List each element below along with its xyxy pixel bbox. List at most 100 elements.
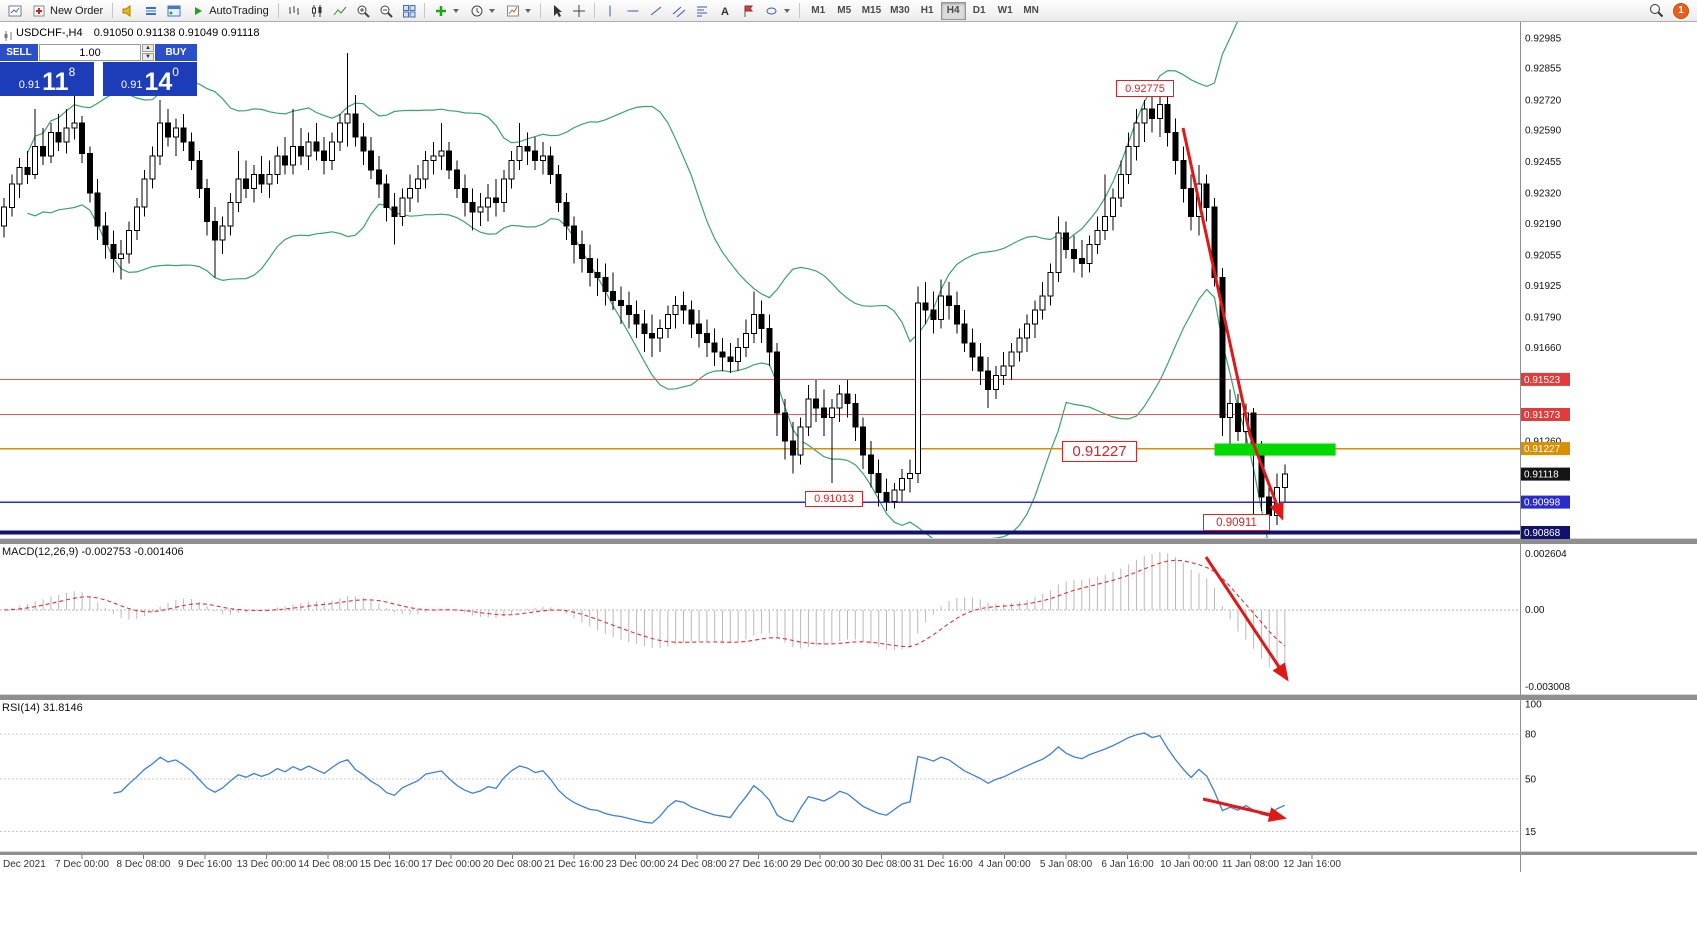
candle-body	[1203, 183, 1210, 208]
candle-body	[485, 197, 492, 208]
alerts-button[interactable]	[117, 1, 139, 21]
price-annotation[interactable]: 0.91227	[1062, 441, 1137, 462]
trendline-button[interactable]	[645, 1, 667, 21]
candlestick-chart-button[interactable]	[306, 1, 328, 21]
candle-body	[727, 356, 734, 362]
candle-body	[1156, 103, 1163, 119]
sell-price-display[interactable]: 0.91 11 8	[0, 62, 94, 96]
shapes-button[interactable]	[760, 1, 795, 21]
main-chart-pane[interactable]	[0, 0, 1520, 598]
buy-price-display[interactable]: 0.91 14 0	[103, 62, 197, 96]
candle-body	[133, 206, 140, 232]
fibonacci-button[interactable]	[691, 1, 713, 21]
candle-body	[821, 407, 827, 419]
candle-body	[930, 309, 937, 320]
new-order-button[interactable]: New Order	[27, 1, 108, 21]
candle-body	[774, 351, 781, 414]
zoom-out-button[interactable]	[375, 1, 397, 21]
volume-down-button[interactable]: ▼	[142, 53, 154, 61]
chart-window-icon	[4, 1, 26, 21]
vertical-line-button[interactable]	[599, 1, 621, 21]
depth-of-market-button[interactable]	[140, 1, 162, 21]
trend-arrow[interactable]	[1202, 797, 1287, 822]
timeframe-button-MN[interactable]: MN	[1019, 2, 1044, 20]
candle-body	[250, 174, 257, 189]
autotrading-button[interactable]: AutoTrading	[186, 1, 274, 21]
candle-body	[438, 150, 445, 157]
timeframe-button-M30[interactable]: M30	[886, 2, 913, 20]
candle-body	[664, 314, 671, 330]
label-tool-button[interactable]	[737, 1, 759, 21]
new-order-icon	[33, 5, 45, 16]
chevron-down-icon	[488, 8, 495, 13]
price-annotation[interactable]: 0.92775	[1116, 80, 1174, 97]
tile-windows-button[interactable]	[398, 1, 420, 21]
notification-badge[interactable]: 1	[1673, 2, 1689, 19]
candle-body	[860, 426, 867, 456]
rsi-axis-label: 50	[1525, 775, 1537, 786]
candle-body	[946, 295, 952, 306]
zoom-in-button[interactable]	[352, 1, 374, 21]
crosshair-icon	[572, 4, 585, 17]
candle-body	[305, 141, 312, 157]
text-tool-button[interactable]: A	[714, 1, 736, 21]
candle-body	[40, 146, 46, 157]
indicators-button[interactable]	[429, 1, 464, 21]
timeframe-button-W1[interactable]: W1	[993, 2, 1018, 20]
candle-body	[282, 155, 289, 166]
price-axis-label: 0.92055	[1525, 251, 1562, 262]
timeframe-button-M15[interactable]: M15	[858, 2, 885, 20]
candle-body	[1235, 403, 1241, 432]
cursor-icon	[553, 4, 562, 17]
channel-button[interactable]	[668, 1, 690, 21]
buy-button[interactable]: BUY	[155, 44, 197, 61]
chart-title: USDCHF-,H4 0.91050 0.91138 0.91049 0.911…	[16, 27, 259, 39]
horizontal-line-button[interactable]	[622, 1, 644, 21]
autotrading-play-icon	[195, 6, 203, 15]
timeframe-button-H4[interactable]: H4	[940, 1, 966, 20]
search-icon	[1649, 4, 1663, 18]
timeframe-button-M1[interactable]: M1	[806, 2, 831, 20]
candle-body	[813, 398, 820, 409]
sell-price-big-digits: 11	[42, 68, 69, 96]
time-axis-label: 8 Dec 08:00	[117, 859, 171, 870]
pane-divider[interactable]	[0, 694, 1697, 700]
timeframe-button-H1[interactable]: H1	[915, 2, 940, 20]
depth-of-market-icon	[146, 6, 157, 15]
price-annotation[interactable]: 0.90911	[1203, 514, 1270, 531]
candle-body	[290, 146, 296, 166]
candle-body	[719, 351, 726, 358]
candle-body	[149, 155, 156, 180]
timeframe-button-M5[interactable]: M5	[832, 2, 857, 20]
price-annotation[interactable]: 0.91013	[805, 491, 863, 507]
terminal-button[interactable]	[163, 1, 185, 21]
candle-body	[555, 174, 562, 203]
sell-button[interactable]: SELL	[0, 44, 38, 61]
pane-divider[interactable]	[0, 851, 1697, 855]
volume-input[interactable]	[39, 44, 141, 61]
trend-arrow[interactable]	[1204, 556, 1289, 682]
candle-body	[1, 206, 7, 227]
candle-body	[204, 188, 211, 222]
candle-body	[1102, 216, 1109, 232]
green-rectangle-object[interactable]	[1214, 443, 1336, 456]
pane-divider[interactable]	[0, 538, 1697, 544]
search-button[interactable]	[1645, 1, 1667, 21]
line-chart-button[interactable]	[329, 1, 351, 21]
price-axis-label: 0.92590	[1525, 126, 1562, 137]
trend-arrow[interactable]	[1181, 127, 1284, 521]
volume-up-button[interactable]: ▲	[142, 44, 154, 52]
templates-button[interactable]	[501, 1, 536, 21]
timeframe-button-D1[interactable]: D1	[967, 2, 992, 20]
price-axis-label: 0.92320	[1525, 189, 1562, 200]
price-axis-label: 0.92190	[1525, 219, 1562, 230]
bar-chart-button[interactable]	[283, 1, 305, 21]
candle-body	[578, 244, 585, 260]
crosshair-button[interactable]	[568, 1, 590, 21]
candle-body	[1266, 496, 1273, 517]
candle-body	[742, 332, 749, 348]
cursor-button[interactable]	[545, 1, 567, 21]
candle-body	[1172, 132, 1179, 161]
periods-button[interactable]	[465, 1, 500, 21]
